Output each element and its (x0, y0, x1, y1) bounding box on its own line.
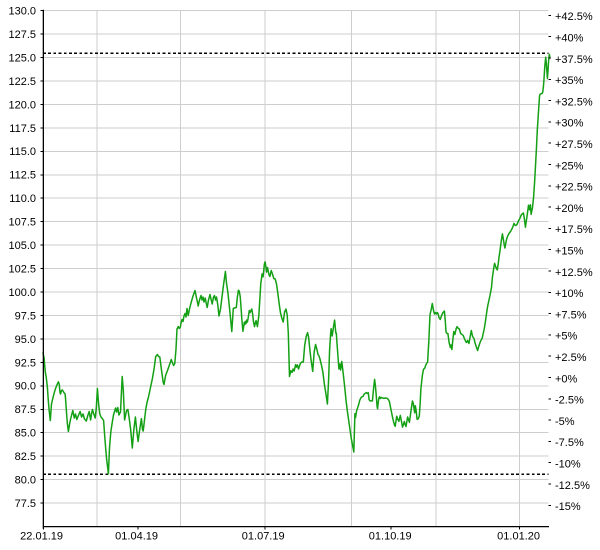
svg-text:-10%: -10% (555, 459, 581, 471)
svg-text:105.0: 105.0 (8, 240, 36, 252)
svg-text:87.5: 87.5 (15, 404, 36, 416)
svg-text:+27.5%: +27.5% (555, 139, 593, 151)
svg-text:77.5: 77.5 (15, 498, 36, 510)
svg-text:+40%: +40% (555, 33, 584, 45)
svg-text:+35%: +35% (555, 75, 584, 87)
svg-text:+22.5%: +22.5% (555, 182, 593, 194)
svg-text:117.5: 117.5 (9, 123, 36, 135)
svg-text:-2.5%: -2.5% (555, 395, 584, 407)
svg-text:+0%: +0% (555, 373, 578, 385)
svg-text:+15%: +15% (555, 246, 584, 258)
svg-text:-7.5%: -7.5% (555, 437, 584, 449)
svg-text:125.0: 125.0 (8, 52, 36, 64)
svg-text:80.0: 80.0 (15, 475, 36, 487)
svg-text:130.0: 130.0 (8, 6, 36, 18)
svg-text:+25%: +25% (555, 160, 584, 172)
svg-text:100.0: 100.0 (8, 287, 36, 299)
svg-text:127.5: 127.5 (8, 29, 36, 41)
svg-text:112.5: 112.5 (9, 170, 36, 182)
svg-text:-5%: -5% (555, 416, 575, 428)
svg-text:95.0: 95.0 (15, 334, 36, 346)
svg-text:85.0: 85.0 (15, 428, 36, 440)
svg-text:01.10.19: 01.10.19 (369, 531, 412, 543)
svg-text:82.5: 82.5 (15, 451, 36, 463)
svg-text:90.0: 90.0 (15, 381, 36, 393)
svg-text:+7.5%: +7.5% (555, 309, 587, 321)
svg-text:01.07.19: 01.07.19 (242, 531, 285, 543)
svg-text:102.5: 102.5 (8, 263, 36, 275)
svg-text:+17.5%: +17.5% (555, 224, 593, 236)
svg-text:01.01.20: 01.01.20 (497, 531, 540, 543)
svg-text:115.0: 115.0 (9, 146, 36, 158)
svg-text:+32.5%: +32.5% (555, 96, 593, 108)
svg-text:+10%: +10% (555, 288, 584, 300)
svg-text:110.0: 110.0 (9, 193, 36, 205)
svg-text:-15%: -15% (555, 501, 581, 513)
svg-text:+5%: +5% (555, 331, 578, 343)
svg-text:01.04.19: 01.04.19 (115, 531, 158, 543)
svg-text:97.5: 97.5 (15, 310, 36, 322)
svg-text:-12.5%: -12.5% (555, 480, 590, 492)
svg-text:122.5: 122.5 (8, 76, 36, 88)
svg-text:+30%: +30% (555, 118, 584, 130)
svg-text:22.01.19: 22.01.19 (20, 531, 63, 543)
svg-text:107.5: 107.5 (8, 217, 36, 229)
svg-text:+2.5%: +2.5% (555, 352, 587, 364)
svg-text:+20%: +20% (555, 203, 584, 215)
svg-text:+12.5%: +12.5% (555, 267, 593, 279)
svg-text:+42.5%: +42.5% (555, 11, 593, 23)
svg-text:92.5: 92.5 (15, 357, 36, 369)
svg-text:+37.5%: +37.5% (555, 54, 593, 66)
svg-text:120.0: 120.0 (8, 99, 36, 111)
